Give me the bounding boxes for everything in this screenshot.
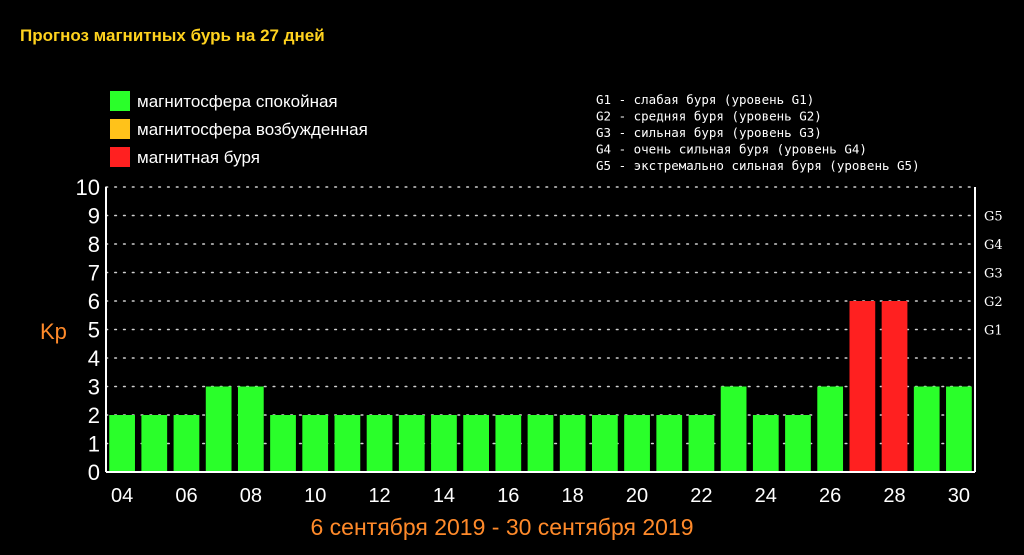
- y-tick-label: 6: [88, 289, 100, 314]
- kp-bar: [849, 301, 876, 472]
- kp-bar: [559, 415, 586, 472]
- kp-bar: [398, 415, 425, 472]
- y-tick-label: 1: [88, 432, 100, 457]
- storm-level-item: G5 - экстремально сильная буря (уровень …: [596, 158, 920, 173]
- legend-label: магнитосфера спокойная: [137, 92, 338, 111]
- kp-bar: [913, 386, 940, 472]
- x-tick-label: 20: [626, 485, 648, 507]
- kp-bar: [141, 415, 168, 472]
- x-tick-label: 06: [175, 485, 197, 507]
- kp-bar: [527, 415, 554, 472]
- x-tick-label: 04: [111, 485, 133, 507]
- storm-level-item: G2 - средняя буря (уровень G2): [596, 109, 822, 124]
- page-title: Прогноз магнитных бурь на 27 дней: [20, 26, 325, 45]
- x-tick-label: 12: [368, 485, 390, 507]
- kp-bar: [881, 301, 908, 472]
- y-tick-label: 5: [88, 318, 100, 343]
- kp-bar: [688, 415, 715, 472]
- kp-bar: [205, 386, 232, 472]
- legend-swatch: [110, 91, 130, 111]
- kp-bar: [720, 386, 747, 472]
- y-tick-label: 10: [76, 175, 100, 200]
- y-axis-label: Kp: [40, 319, 67, 344]
- y-tick-label: 8: [88, 232, 100, 257]
- kp-bar: [495, 415, 522, 472]
- axes: [105, 187, 976, 473]
- x-tick-label: 22: [690, 485, 712, 507]
- kp-bar: [334, 415, 361, 472]
- kp-bar: [237, 386, 264, 472]
- kp-bar: [431, 415, 457, 472]
- kp-bar: [752, 415, 779, 472]
- kp-bar: [109, 415, 135, 472]
- kp-bar: [173, 415, 200, 472]
- bars: [109, 301, 972, 472]
- kp-bar: [785, 415, 811, 472]
- x-tick-label: 18: [562, 485, 584, 507]
- kp-bar: [656, 415, 683, 472]
- y-tick-label: 7: [88, 261, 100, 286]
- x-tick-label: 30: [948, 485, 970, 507]
- g-level-label: G2: [984, 295, 1003, 310]
- g-level-label: G1: [984, 324, 1003, 339]
- kp-bar: [270, 415, 296, 472]
- y-tick-label: 0: [88, 460, 100, 485]
- x-tick-label: 14: [433, 485, 455, 507]
- g-level-labels: G1 G2 G3 G4 G5: [984, 210, 1003, 339]
- storm-level-item: G1 - слабая буря (уровень G1): [596, 92, 814, 107]
- legend-swatch: [110, 119, 130, 139]
- x-tick-label: 16: [497, 485, 519, 507]
- x-axis-label: 6 сентября 2019 - 30 сентября 2019: [311, 514, 694, 540]
- x-tick-label: 28: [883, 485, 905, 507]
- kp-bar: [817, 386, 844, 472]
- g-level-label: G3: [984, 267, 1003, 282]
- kp-bar: [463, 415, 490, 472]
- x-tick-label: 08: [240, 485, 262, 507]
- y-tick-label: 3: [88, 375, 100, 400]
- legend-label: магнитосфера возбужденная: [137, 120, 368, 139]
- kp-bar: [366, 415, 393, 472]
- y-tick-labels: 0 1 2 3 4 5 6 7 8 9 10: [76, 175, 100, 485]
- g-level-label: G4: [984, 238, 1003, 253]
- grid: [105, 186, 976, 445]
- storm-level-item: G4 - очень сильная буря (уровень G4): [596, 142, 867, 157]
- kp-bar: [591, 415, 618, 472]
- legend-label: магнитная буря: [137, 148, 260, 167]
- x-tick-label: 26: [819, 485, 841, 507]
- kp-bar: [302, 415, 329, 472]
- storm-level-item: G3 - сильная буря (уровень G3): [596, 125, 822, 140]
- x-tick-labels: 04 06 08 10 12 14 16 18 20 22 24 26 28 30: [111, 485, 970, 507]
- kp-bar: [946, 386, 972, 472]
- x-tick-label: 24: [755, 485, 777, 507]
- g-level-label: G5: [984, 210, 1003, 225]
- y-tick-label: 4: [88, 346, 100, 371]
- storm-level-legend: G1 - слабая буря (уровень G1) G2 - средня…: [596, 92, 920, 173]
- legend: магнитосфера спокойная магнитосфера возбу…: [110, 91, 368, 167]
- legend-swatch: [110, 147, 130, 167]
- kp-bar: [624, 415, 650, 472]
- x-tick-label: 10: [304, 485, 326, 507]
- y-tick-label: 2: [88, 403, 100, 428]
- y-tick-label: 9: [88, 204, 100, 229]
